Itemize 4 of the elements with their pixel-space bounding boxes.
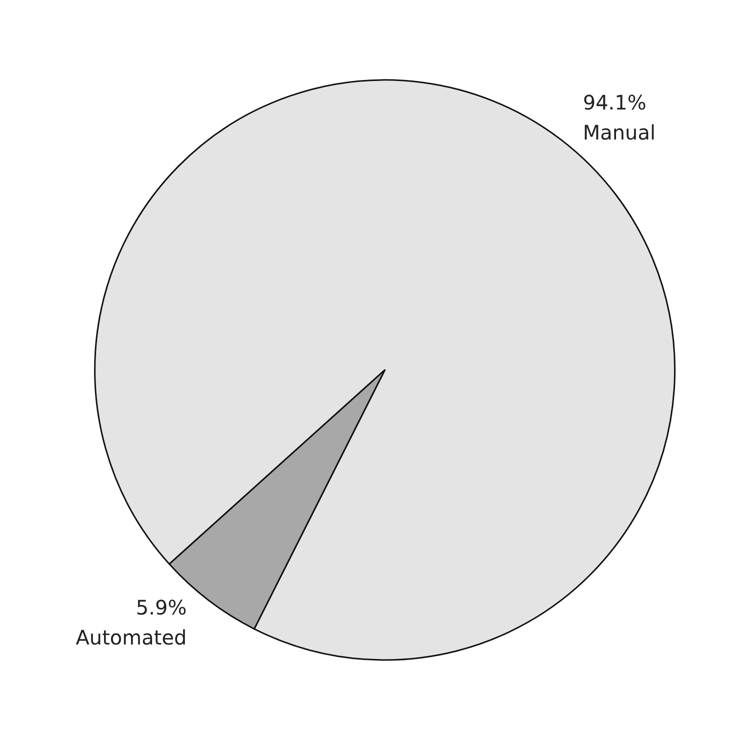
data-label: 5.9%	[136, 596, 187, 620]
slice-label: Manual	[582, 120, 656, 144]
slice-label: Automated	[76, 626, 187, 650]
data-label: 94.1%	[582, 90, 646, 114]
